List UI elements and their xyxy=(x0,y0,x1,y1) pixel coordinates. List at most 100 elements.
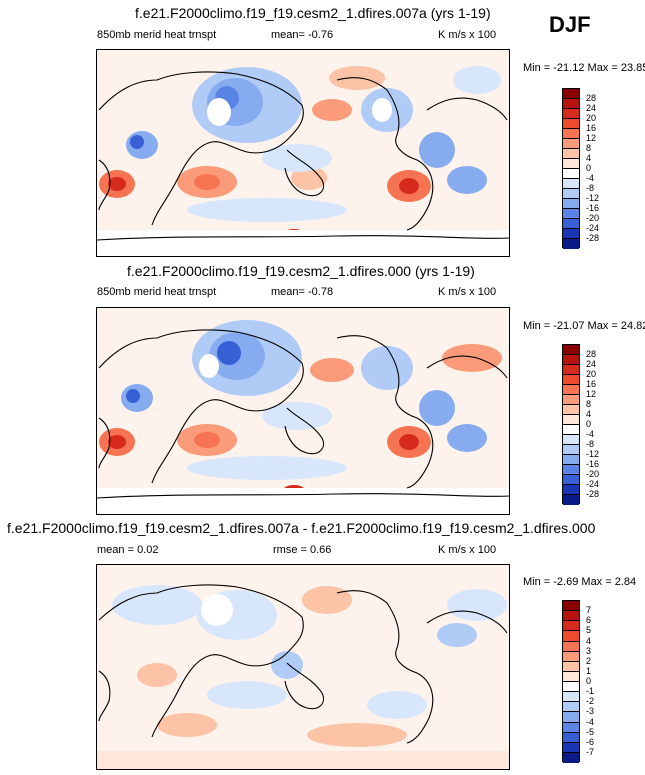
colorbar-cell xyxy=(563,671,579,682)
colorbar-cell xyxy=(563,219,579,229)
colorbar-cell xyxy=(563,752,579,763)
colorbar-level-label: 12 xyxy=(586,389,597,399)
colorbar-level-label: 28 xyxy=(586,349,597,359)
colorbar-cell xyxy=(563,179,579,189)
colorbar-cell xyxy=(563,345,579,355)
colorbar-cell xyxy=(563,631,579,642)
panel-3-units: K m/s x 100 xyxy=(438,544,497,556)
panel-2-colorbar xyxy=(562,344,580,505)
colorbar-cell xyxy=(563,239,579,249)
colorbar-cell xyxy=(563,169,579,179)
colorbar-level-label: -16 xyxy=(586,459,600,469)
panel-1-colorbar xyxy=(562,88,580,249)
panel-2-map xyxy=(96,307,510,515)
colorbar-cell xyxy=(563,495,579,505)
panel-3-min-label: Min = xyxy=(523,576,554,588)
colorbar-level-label: -12 xyxy=(586,193,600,203)
colorbar-cell xyxy=(563,651,579,662)
colorbar-cell xyxy=(563,435,579,445)
colorbar-cell xyxy=(563,742,579,753)
colorbar-cell xyxy=(563,445,579,455)
colorbar-level-label: -4 xyxy=(586,429,595,439)
colorbar-cell xyxy=(563,129,579,139)
season-label: DJF xyxy=(549,12,591,37)
panel-2-min-value: -21.07 xyxy=(553,320,585,332)
panel-1-min-value: -21.12 xyxy=(553,62,585,74)
colorbar-cell xyxy=(563,722,579,733)
colorbar-cell xyxy=(563,415,579,425)
panel-1-min-label: Min = xyxy=(523,62,554,74)
colorbar-level-label: 3 xyxy=(586,645,592,656)
colorbar-cell xyxy=(563,355,579,365)
colorbar-cell xyxy=(563,109,579,119)
panel-3-max-label: Max = xyxy=(581,576,615,588)
colorbar-level-label: 20 xyxy=(586,113,597,123)
panel-1-title: f.e21.F2000climo.f19_f19.cesm2_1.dfires.… xyxy=(135,5,491,21)
colorbar-level-label: 4 xyxy=(586,409,592,419)
colorbar-level-label: 12 xyxy=(586,133,597,143)
panel-1-units: K m/s x 100 xyxy=(438,29,497,41)
colorbar-level-label: -24 xyxy=(586,223,600,233)
colorbar-level-label: 0 xyxy=(586,163,592,173)
colorbar-cell xyxy=(563,641,579,652)
panel-2-max-value: 24.82 xyxy=(620,320,645,332)
panel-1-mean-value: -0.76 xyxy=(308,29,334,41)
colorbar-level-label: -8 xyxy=(586,439,595,449)
colorbar-cell xyxy=(563,682,579,693)
panel-3-rmse: rmse = 0.66 xyxy=(273,544,331,556)
colorbar-cell xyxy=(563,89,579,99)
panel-3-mean: mean = 0.02 xyxy=(97,544,158,556)
colorbar-level-label: 8 xyxy=(586,143,592,153)
colorbar-level-label: -16 xyxy=(586,203,600,213)
panel-2-max-label: Max = xyxy=(587,320,621,332)
panel-2-min-label: Min = xyxy=(523,320,554,332)
colorbar-level-label: -12 xyxy=(586,449,600,459)
colorbar-level-label: 4 xyxy=(586,153,592,163)
colorbar-level-label: -20 xyxy=(586,469,600,479)
panel-1-variable: 850mb merid heat trnspt xyxy=(97,29,217,41)
colorbar-level-label: -1 xyxy=(586,686,595,697)
colorbar-level-label: -4 xyxy=(586,716,595,727)
panel-3-title: f.e21.F2000climo.f19_f19.cesm2_1.dfires.… xyxy=(7,520,596,536)
colorbar-cell xyxy=(563,601,579,612)
colorbar-cell xyxy=(563,621,579,632)
colorbar-level-label: 6 xyxy=(586,615,592,626)
colorbar-cell xyxy=(563,199,579,209)
colorbar-cell xyxy=(563,455,579,465)
colorbar-cell xyxy=(563,375,579,385)
colorbar-cell xyxy=(563,209,579,219)
colorbar-level-label: -6 xyxy=(586,736,595,747)
colorbar-cell xyxy=(563,365,579,375)
panel-3-colorbar xyxy=(562,600,580,763)
colorbar-cell xyxy=(563,139,579,149)
panel-1-map xyxy=(96,49,510,257)
panel-3-max-value: 2.84 xyxy=(614,576,637,588)
colorbar-cell xyxy=(563,119,579,129)
colorbar-level-label: 28 xyxy=(586,93,597,103)
panel-3-minmax: Min = -2.69 Max = 2.84 xyxy=(523,576,636,588)
colorbar-cell xyxy=(563,385,579,395)
panel-3-field xyxy=(97,584,509,769)
colorbar-level-label: 20 xyxy=(586,369,597,379)
colorbar-level-label: 0 xyxy=(586,676,592,686)
colorbar-level-label: 5 xyxy=(586,625,592,636)
colorbar-cell xyxy=(563,712,579,723)
panel-2-units: K m/s x 100 xyxy=(438,286,497,298)
colorbar-level-label: -2 xyxy=(586,696,595,707)
colorbar-cell xyxy=(563,405,579,415)
colorbar-level-label: 16 xyxy=(586,379,597,389)
colorbar-cell xyxy=(563,99,579,109)
panel-3-mean-label: mean = xyxy=(97,544,134,556)
panel-3-map xyxy=(96,564,510,770)
panel-1-max-label: Max = xyxy=(587,62,621,74)
colorbar-cell xyxy=(563,702,579,713)
colorbar-cell xyxy=(563,149,579,159)
colorbar-level-label: 1 xyxy=(586,665,592,676)
colorbar-level-label: 24 xyxy=(586,103,597,113)
colorbar-cell xyxy=(563,692,579,703)
colorbar-level-label: -28 xyxy=(586,233,600,243)
panel-1-mean: mean= -0.76 xyxy=(271,29,333,41)
panel-3-rmse-value: 0.66 xyxy=(310,544,332,556)
colorbar-cell xyxy=(563,485,579,495)
panel-3-mean-value: 0.02 xyxy=(137,544,159,556)
